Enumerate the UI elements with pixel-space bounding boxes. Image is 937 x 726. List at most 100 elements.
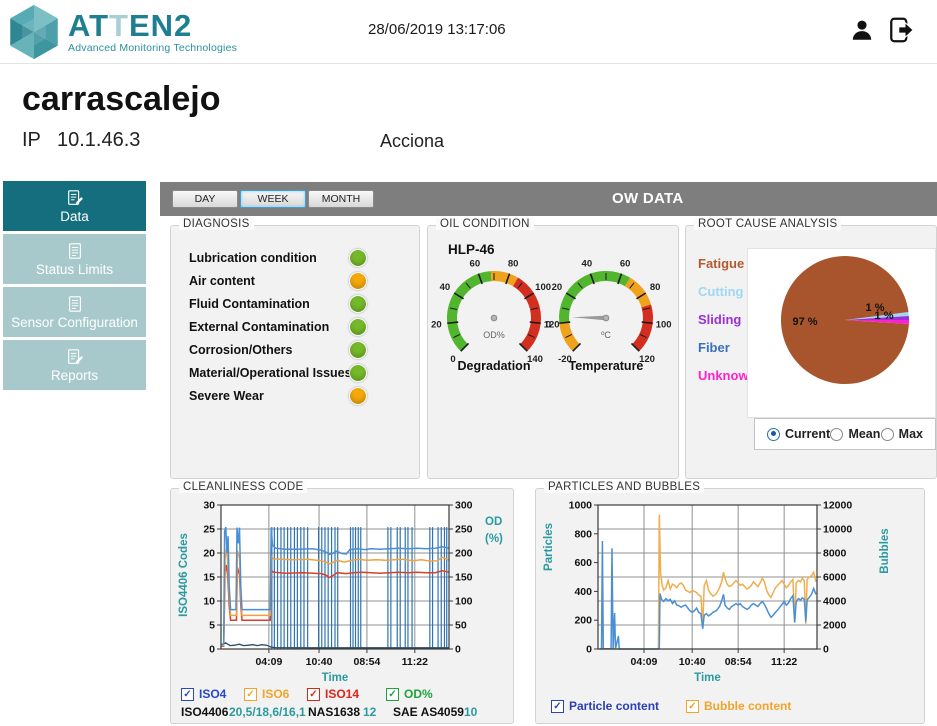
view-option-label: Mean [848, 427, 881, 441]
period-button-month[interactable]: MONTH [308, 190, 374, 208]
svg-text:Particles: Particles [543, 523, 555, 571]
svg-text:15: 15 [203, 572, 215, 584]
period-selector: DAY WEEK MONTH [172, 190, 376, 208]
logout-icon[interactable] [885, 15, 915, 45]
svg-text:OD%: OD% [483, 330, 505, 340]
oil-type-label: HLP-46 [448, 242, 495, 257]
checkbox-icon[interactable]: ✓ [686, 699, 699, 713]
pie-legend-item-fiber: Fiber [698, 340, 730, 355]
svg-text:5: 5 [209, 620, 215, 632]
period-button-day[interactable]: DAY [172, 190, 238, 208]
radio-icon[interactable] [830, 427, 844, 441]
pie-legend: Fatigue Cutting Sliding Fiber Unknown [698, 250, 757, 390]
header-datetime: 28/06/2019 13:17:06 [368, 21, 506, 38]
svg-text:0: 0 [455, 644, 461, 656]
pie-chart-panel: 97 % 1 % 1 % [747, 248, 936, 418]
svg-text:ºC: ºC [601, 330, 611, 340]
svg-text:250: 250 [455, 524, 473, 536]
chart-legend-label: ISO4 [199, 687, 227, 701]
view-option-max[interactable]: Max [880, 427, 923, 441]
view-option-mean[interactable]: Mean [830, 427, 880, 441]
svg-text:12000: 12000 [823, 500, 852, 512]
pie-slice-fatigue [781, 256, 909, 384]
checkbox-icon[interactable]: ✓ [181, 687, 194, 701]
diagnosis-row: Air content [171, 269, 419, 292]
checkbox-icon[interactable]: ✓ [244, 687, 257, 701]
svg-text:0: 0 [450, 354, 455, 365]
checkbox-icon[interactable]: ✓ [551, 699, 564, 713]
checkbox-icon[interactable]: ✓ [307, 687, 320, 701]
sidebar-item-status-limits[interactable]: Status Limits [3, 234, 146, 284]
logo-title: ATTEN2 [68, 7, 193, 43]
particles-bubbles-panel: PARTICLES AND BUBBLES 0 200 400 600 800 1000 0… [535, 481, 925, 724]
diagnosis-row: Severe Wear [171, 384, 419, 407]
series-iso6 [221, 548, 450, 646]
svg-text:600: 600 [574, 557, 592, 569]
chart-legend-item-iso14[interactable]: ✓ ISO14 [307, 687, 359, 701]
svg-text:Temperature: Temperature [569, 359, 644, 373]
svg-text:25: 25 [203, 524, 215, 536]
sidebar-item-reports[interactable]: Reports [3, 340, 146, 390]
oil-gauges: 0 20 40 60 80 100 120 140 OD% Degradation -20 0 20 40… [431, 258, 671, 373]
code-standard-name: NAS1638 [308, 705, 361, 719]
svg-text:140: 140 [527, 354, 543, 365]
checkbox-icon[interactable]: ✓ [386, 687, 399, 701]
svg-text:10000: 10000 [823, 524, 852, 536]
sidebar-item-data[interactable]: Data [3, 181, 146, 231]
cleanliness-panel: CLEANLINESS CODE 0 5 10 15 20 25 30 0 50 100 150 20… [170, 481, 514, 724]
series-particle-content [599, 540, 817, 650]
svg-text:40: 40 [440, 282, 451, 293]
svg-text:20: 20 [431, 319, 442, 330]
sidebar-item-label: Reports [50, 367, 99, 383]
svg-text:08:54: 08:54 [353, 656, 380, 668]
pie-legend-item-fatigue: Fatigue [698, 256, 745, 271]
chart-legend-item-od-[interactable]: ✓ OD% [386, 687, 433, 701]
svg-text:50: 50 [455, 620, 467, 632]
chart-legend-item-iso6[interactable]: ✓ ISO6 [244, 687, 289, 701]
gauge-needle [572, 315, 607, 321]
radio-icon[interactable] [767, 427, 780, 441]
code-standard-name: ISO4406 [181, 705, 229, 719]
diagnosis-row: Fluid Contamination [171, 292, 419, 315]
svg-text:Bubbles: Bubbles [879, 528, 891, 573]
svg-text:80: 80 [508, 258, 519, 269]
series-bubble-content [599, 514, 817, 650]
ip-label: IP [22, 129, 41, 151]
status-led-green [349, 340, 367, 359]
section-title: OW DATA [612, 190, 684, 207]
company-name: Acciona [380, 131, 445, 151]
diagnosis-row: Material/Operational Issues [171, 361, 419, 384]
period-button-week[interactable]: WEEK [240, 190, 306, 208]
chart-legend-label: ISO6 [262, 687, 290, 701]
cleanliness-panel-title: CLEANLINESS CODE [179, 481, 308, 493]
diagnosis-label: Corrosion/Others [189, 342, 293, 357]
chart-legend-item-particle-content[interactable]: ✓ Particle content [551, 699, 659, 713]
view-mode-selector: Current Mean Max [754, 418, 936, 450]
code-standard-name: SAE AS4059 [393, 705, 464, 719]
svg-text:10: 10 [203, 596, 215, 608]
pie-legend-item-sliding: Sliding [698, 312, 742, 327]
diagnosis-row: External Contamination [171, 315, 419, 338]
svg-text:ISO4406 Codes: ISO4406 Codes [178, 533, 190, 617]
svg-text:-20: -20 [558, 354, 572, 365]
chart-legend-item-iso4[interactable]: ✓ ISO4 [181, 687, 226, 701]
sidebar-item-label: Sensor Configuration [11, 314, 138, 330]
radio-icon[interactable] [880, 427, 894, 441]
pie-slice-unknown [845, 320, 909, 325]
user-icon[interactable] [849, 17, 875, 43]
page-title: carrascalejo [22, 80, 221, 118]
logo-subtitle: Advanced Monitoring Technologies [68, 41, 238, 54]
view-option-current[interactable]: Current [767, 427, 830, 441]
sidebar-item-sensor-configuration[interactable]: Sensor Configuration [3, 287, 146, 337]
svg-text:300: 300 [455, 500, 473, 512]
logo-hexagon-icon [10, 4, 58, 60]
svg-text:97 %: 97 % [792, 316, 817, 328]
svg-text:200: 200 [455, 548, 473, 560]
svg-text:Time: Time [322, 672, 349, 684]
svg-text:2000: 2000 [823, 620, 847, 632]
pie-slice-cutting [845, 311, 909, 320]
svg-text:08:54: 08:54 [725, 656, 752, 668]
chart-legend-item-bubble-content[interactable]: ✓ Bubble content [686, 699, 791, 713]
svg-text:04:09: 04:09 [631, 656, 658, 668]
svg-text:60: 60 [620, 258, 631, 269]
